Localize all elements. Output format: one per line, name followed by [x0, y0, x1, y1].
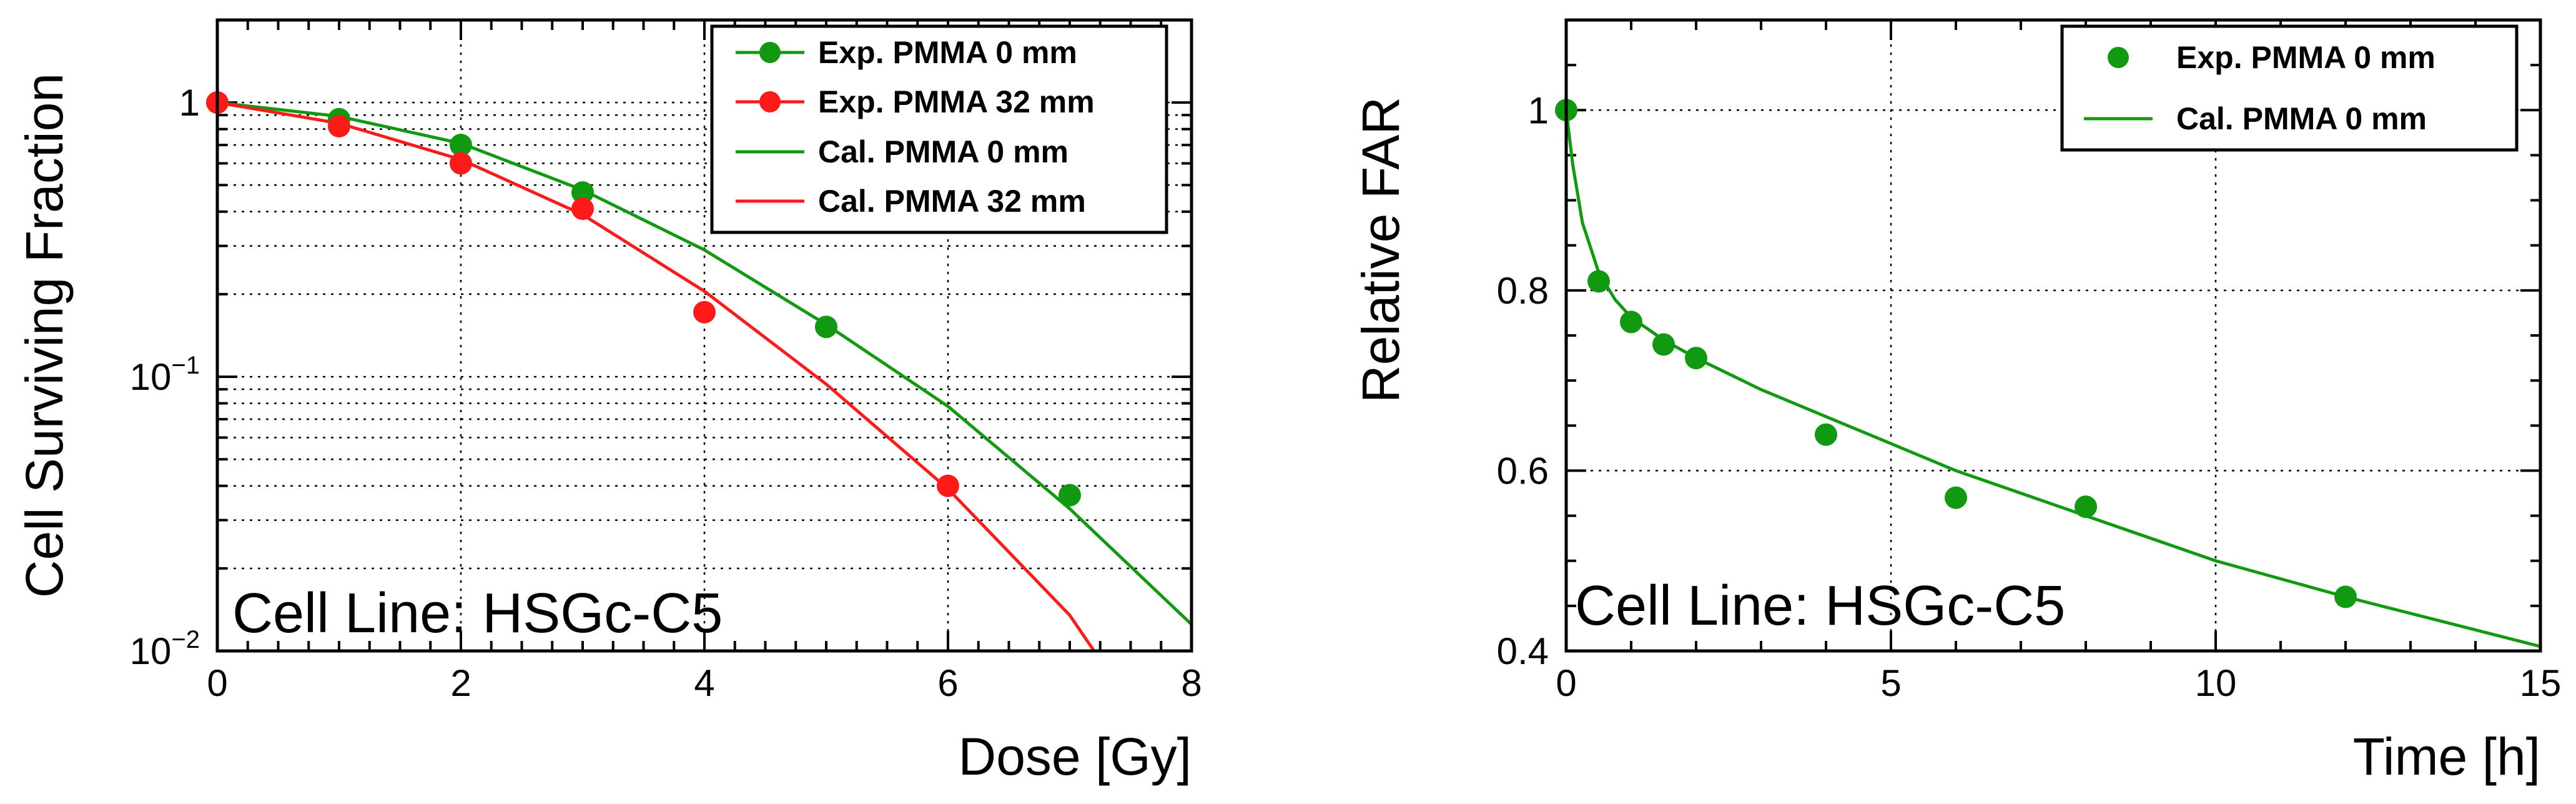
point-exp-pmma-32-mm	[328, 115, 350, 137]
y-tick-label: 0.4	[1497, 630, 1549, 672]
point-exp-pmma-0-mm	[571, 181, 594, 204]
point-exp-pmma-0-mm	[2334, 585, 2357, 608]
survival-points	[206, 91, 1081, 507]
point-exp-pmma-32-mm	[937, 474, 959, 497]
y-tick-label: 10−1	[130, 352, 200, 398]
y-tick-label: 0.6	[1497, 450, 1549, 492]
y-tick-label-base: 10	[130, 356, 172, 398]
x-tick-label: 2	[450, 662, 471, 704]
survival-curves	[217, 101, 1193, 652]
survival-y-tick-labels: 110−110−2	[130, 82, 200, 672]
far-x-axis-title: Time [h]	[2353, 727, 2540, 786]
legend-marker-exp-0mm	[759, 42, 781, 63]
point-exp-pmma-0-mm	[815, 315, 837, 339]
legend-entry-cal-0mm: Cal. PMMA 0 mm	[736, 134, 1068, 169]
far-plot-frame	[1564, 18, 2542, 653]
point-exp-pmma-32-mm	[450, 152, 472, 175]
far-legend-marker-exp-0mm	[2108, 47, 2129, 68]
far-y-axis-title: Relative FAR	[1351, 97, 1410, 403]
point-exp-pmma-32-mm	[693, 300, 716, 324]
x-tick-label: 6	[937, 662, 958, 704]
point-exp-pmma-0-mm	[1059, 484, 1081, 507]
far-legend-entry-cal-0mm: Cal. PMMA 0 mm	[2084, 101, 2427, 136]
far-legend: Exp. PMMA 0 mm Cal. PMMA 0 mm	[2060, 24, 2519, 152]
far-legend-entry-exp-0mm: Exp. PMMA 0 mm	[2108, 40, 2435, 75]
far-points	[1555, 99, 2357, 608]
survival-x-tick-labels: 0 2 4 6 8	[207, 662, 1202, 704]
survival-plot-frame	[215, 18, 1193, 653]
legend-label-exp-0mm: Exp. PMMA 0 mm	[818, 35, 1077, 70]
legend-label-exp-32mm: Exp. PMMA 32 mm	[818, 84, 1095, 119]
far-legend-label-exp-0mm: Exp. PMMA 0 mm	[2176, 40, 2435, 75]
far-annotation: Cell Line: HSGc-C5	[1575, 575, 2065, 637]
point-exp-pmma-0-mm	[1620, 310, 1642, 334]
point-exp-pmma-32-mm	[571, 197, 594, 221]
y-tick-label: 0.8	[1497, 270, 1549, 312]
x-tick-label: 0	[1556, 662, 1576, 704]
curve-cal-pmma-0-mm	[217, 101, 1193, 626]
survival-legend-box	[710, 24, 1168, 234]
curve-cal-pmma-0-mm	[1564, 110, 2541, 648]
x-tick-label: 0	[207, 662, 227, 704]
x-tick-label: 15	[2520, 662, 2562, 704]
far-legend-label-cal-0mm: Cal. PMMA 0 mm	[2176, 101, 2427, 136]
far-curves	[1564, 110, 2541, 648]
survival-legend: Exp. PMMA 0 mm Exp. PMMA 32 mm Cal. PMMA…	[710, 24, 1168, 234]
far-y-tick-labels: 0.4 0.6 0.8 1	[1497, 89, 1549, 672]
y-tick-label: 1	[179, 82, 200, 124]
point-exp-pmma-0-mm	[1685, 347, 1707, 370]
y-tick-label-exponent: −1	[171, 352, 200, 379]
legend-entry-exp-0mm: Exp. PMMA 0 mm	[736, 35, 1077, 70]
far-legend-box	[2060, 24, 2519, 152]
survival-y-axis-title: Cell Surviving Fraction	[15, 73, 74, 598]
curve-cal-pmma-32-mm	[217, 101, 1096, 652]
survival-annotation: Cell Line: HSGc-C5	[232, 582, 723, 645]
y-tick-label: 10−2	[130, 626, 200, 672]
legend-entry-cal-32mm: Cal. PMMA 32 mm	[736, 184, 1086, 219]
y-tick-label-base: 10	[130, 630, 172, 672]
point-exp-pmma-0-mm	[2075, 495, 2097, 519]
point-exp-pmma-0-mm	[1587, 270, 1610, 293]
legend-label-cal-32mm: Cal. PMMA 32 mm	[818, 184, 1086, 219]
legend-label-cal-0mm: Cal. PMMA 0 mm	[818, 134, 1068, 169]
point-exp-pmma-0-mm	[1652, 333, 1675, 356]
y-tick-label: 1	[1528, 89, 1549, 131]
survival-x-axis-title: Dose [Gy]	[959, 727, 1192, 786]
x-tick-label: 10	[2195, 662, 2237, 704]
far-x-tick-labels: 0 5 10 15	[1556, 662, 2561, 704]
far-panel: 0 5 10 15 0.40.60.81 Time [h] Relative FAR …	[1351, 18, 2561, 786]
x-tick-label: 5	[1880, 662, 1901, 704]
y-tick-label-exponent: −2	[171, 626, 200, 653]
x-tick-label: 8	[1181, 662, 1202, 704]
point-exp-pmma-0-mm	[450, 134, 472, 157]
point-exp-pmma-0-mm	[1815, 423, 1837, 446]
point-exp-pmma-0-mm	[1945, 486, 1967, 509]
legend-marker-exp-32mm	[759, 91, 781, 112]
x-tick-label: 4	[694, 662, 714, 704]
legend-entry-exp-32mm: Exp. PMMA 32 mm	[736, 84, 1095, 119]
